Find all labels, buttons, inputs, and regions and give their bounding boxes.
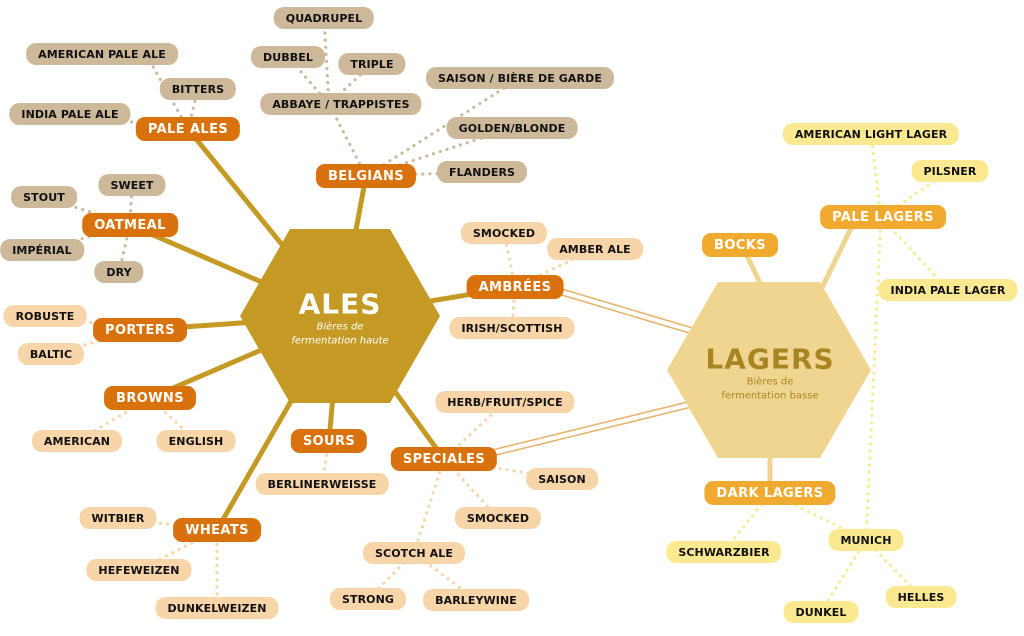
style-dry[interactable]: DRY xyxy=(94,261,144,283)
style-witbier[interactable]: WITBIER xyxy=(79,507,157,529)
style-golden-blonde[interactable]: GOLDEN/BLONDE xyxy=(446,117,578,139)
style-abbaye-trappistes[interactable]: ABBAYE / TRAPPISTES xyxy=(260,93,422,115)
ales-subtitle-1: Bières de xyxy=(316,321,364,333)
category-dark-lagers[interactable]: DARK LAGERS xyxy=(704,481,836,505)
style-berlinerweisse[interactable]: BERLINERWEISSE xyxy=(255,473,389,495)
style-india-pale-lager[interactable]: INDIA PALE LAGER xyxy=(878,279,1018,301)
style-american-light-lager[interactable]: AMERICAN LIGHT LAGER xyxy=(782,123,960,145)
category-porters[interactable]: PORTERS xyxy=(93,318,187,342)
lagers-label: LAGERS Bières de fermentation basse xyxy=(705,343,834,404)
style-english[interactable]: ENGLISH xyxy=(156,430,236,452)
category-belgians[interactable]: BELGIANS xyxy=(315,164,417,188)
style-schwarzbier[interactable]: SCHWARZBIER xyxy=(666,541,782,563)
ales-hexagon xyxy=(240,229,440,403)
style-scotch-ale[interactable]: SCOTCH ALE xyxy=(363,542,465,564)
style-saison-biere-de-garde[interactable]: SAISON / BIÈRE DE GARDE xyxy=(426,67,614,89)
style-saison[interactable]: SAISON xyxy=(526,468,598,490)
lager-link-lines xyxy=(475,283,717,461)
style-dunkel[interactable]: DUNKEL xyxy=(783,601,859,623)
style-robuste[interactable]: ROBUSTE xyxy=(3,305,87,327)
style-flanders[interactable]: FLANDERS xyxy=(436,161,528,183)
style-american-pale-ale[interactable]: AMERICAN PALE ALE xyxy=(26,43,178,65)
ales-subtitle-2: fermentation haute xyxy=(291,335,389,347)
style-baltic[interactable]: BALTIC xyxy=(17,343,85,365)
lagers-subtitle-1: Bières de xyxy=(746,376,794,388)
category-wheats[interactable]: WHEATS xyxy=(173,518,261,542)
style-barleywine[interactable]: BARLEYWINE xyxy=(423,589,529,611)
style-dubbel[interactable]: DUBBEL xyxy=(251,46,325,68)
style-triple[interactable]: TRIPLE xyxy=(338,53,406,75)
style-american[interactable]: AMERICAN xyxy=(31,430,123,452)
ales-title: ALES xyxy=(298,287,382,321)
category-sours[interactable]: SOURS xyxy=(290,429,368,453)
category-browns[interactable]: BROWNS xyxy=(104,386,196,410)
style-sweet[interactable]: SWEET xyxy=(98,174,166,196)
style-dunkelweizen[interactable]: DUNKELWEIZEN xyxy=(155,597,279,619)
style-strong[interactable]: STRONG xyxy=(329,588,407,610)
category-pale-ales[interactable]: PALE ALES xyxy=(135,117,241,141)
style-stout[interactable]: STOUT xyxy=(11,186,77,208)
style-hefeweizen[interactable]: HEFEWEIZEN xyxy=(86,559,192,581)
style-irish-scottish[interactable]: IRISH/SCOTTISH xyxy=(449,317,575,339)
category-speciales[interactable]: SPECIALES xyxy=(390,447,498,471)
style-india-pale-ale[interactable]: INDIA PALE ALE xyxy=(9,103,131,125)
ales-label: ALES Bières de fermentation haute xyxy=(291,288,388,349)
style-smocked-ambree[interactable]: SMOCKED xyxy=(460,222,548,244)
style-smocked-speciale[interactable]: SMOCKED xyxy=(454,507,542,529)
lagers-hexagon xyxy=(667,282,871,458)
lagers-subtitle-2: fermentation basse xyxy=(721,390,819,402)
style-imperial[interactable]: IMPÉRIAL xyxy=(0,239,84,261)
category-oatmeal[interactable]: OATMEAL xyxy=(82,213,178,237)
category-pale-lagers[interactable]: PALE LAGERS xyxy=(820,205,946,229)
style-herb-fruit-spice[interactable]: HERB/FRUIT/SPICE xyxy=(435,391,575,413)
style-pilsner[interactable]: PILSNER xyxy=(911,160,989,182)
style-munich[interactable]: MUNICH xyxy=(828,529,904,551)
style-amber-ale[interactable]: AMBER ALE xyxy=(547,238,643,260)
style-bitters[interactable]: BITTERS xyxy=(159,78,237,100)
category-ambrees[interactable]: AMBRÉES xyxy=(466,275,564,299)
style-helles[interactable]: HELLES xyxy=(885,586,957,608)
lagers-title: LAGERS xyxy=(705,342,835,376)
style-quadrupel[interactable]: QUADRUPEL xyxy=(273,7,375,29)
category-bocks[interactable]: BOCKS xyxy=(702,233,778,257)
